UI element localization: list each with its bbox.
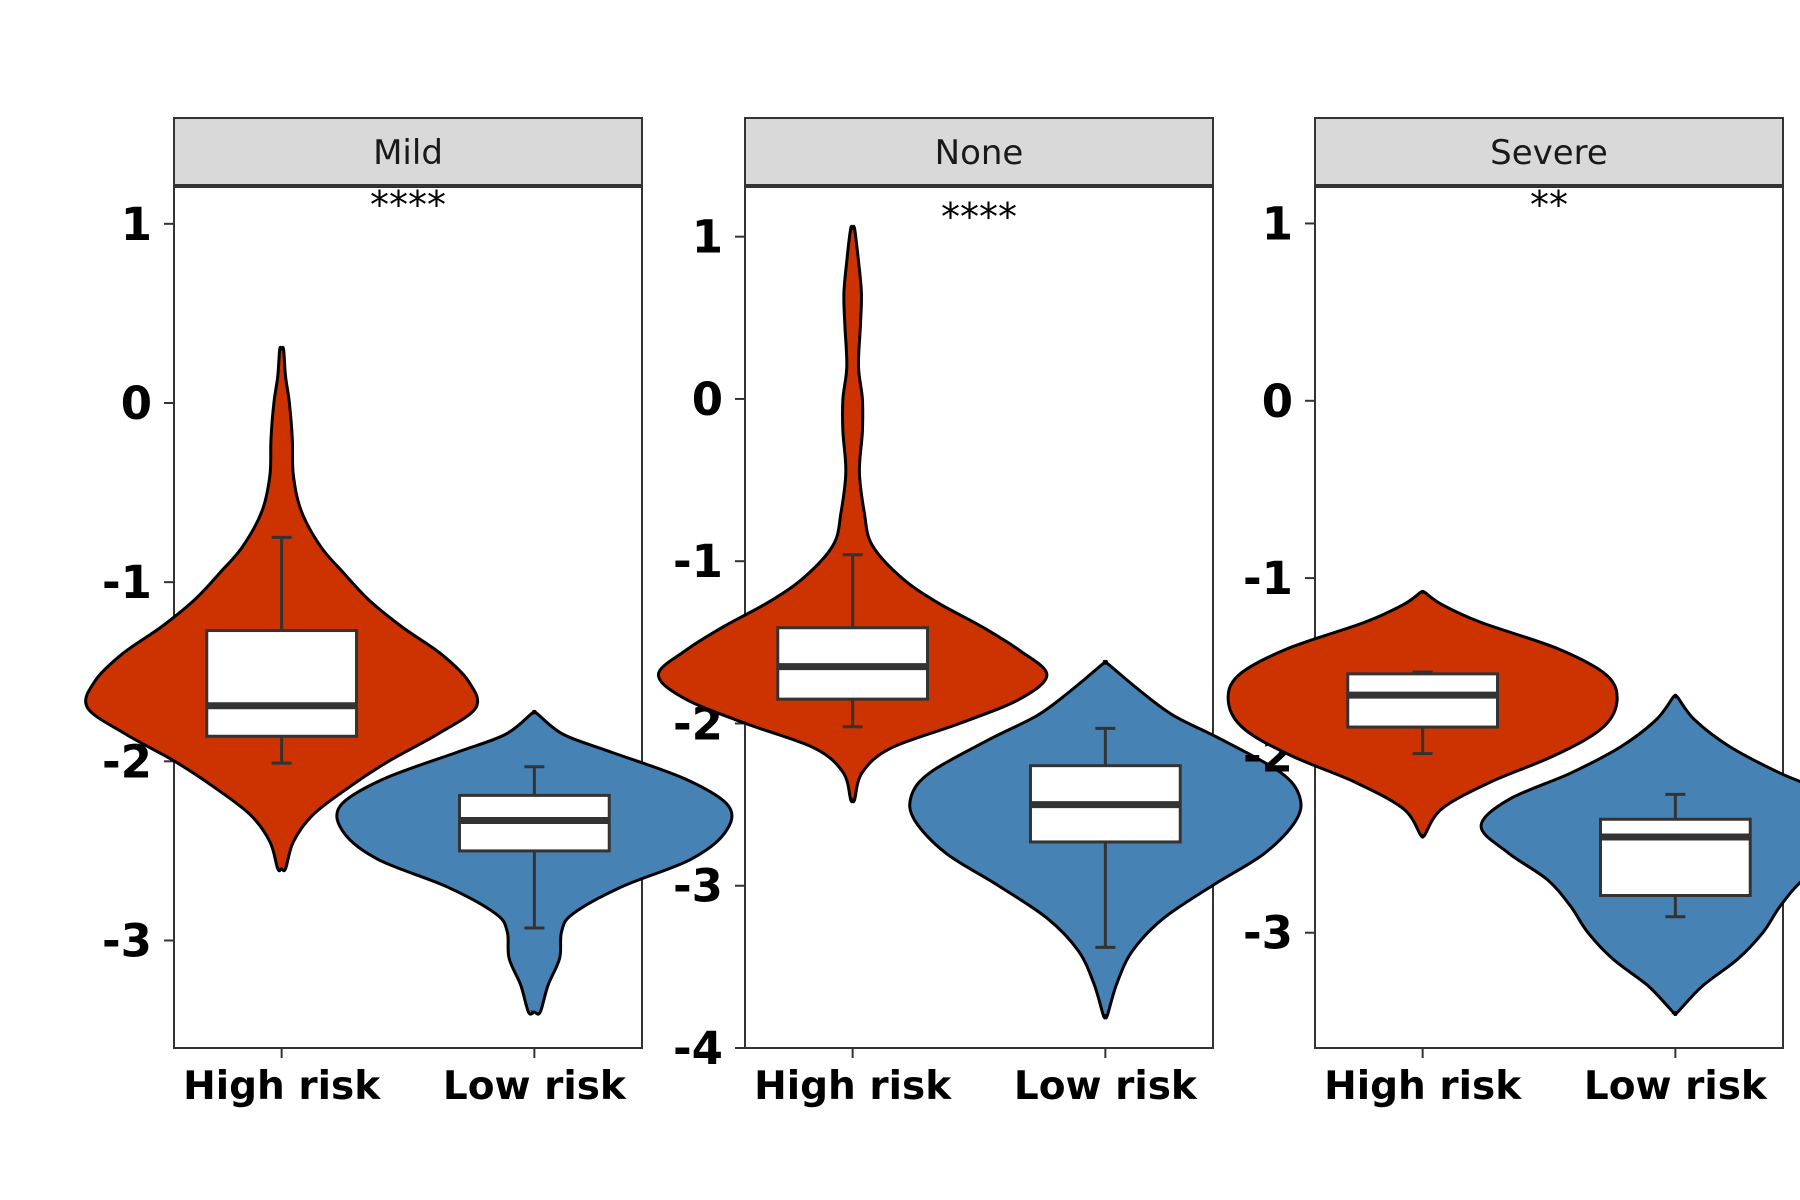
significance-label: **** (370, 183, 446, 227)
violin-high-risk (656, 224, 1049, 804)
facet-strip (173, 117, 643, 186)
x-tick-label: Low risk (443, 1064, 627, 1109)
y-tick-label: -1 (673, 535, 723, 588)
x-tick-label: Low risk (1014, 1064, 1198, 1109)
y-tick-label: 0 (1262, 375, 1293, 428)
facet-label: Severe (1490, 133, 1608, 173)
facet-strip (744, 117, 1214, 186)
box-iqr (205, 629, 359, 738)
y-tick-label: -4 (673, 1022, 723, 1075)
facet-label: None (935, 133, 1024, 173)
facet-label: Mild (373, 133, 443, 173)
y-tick-label: 1 (121, 198, 152, 251)
significance-label: ** (1530, 183, 1568, 227)
panel-border (1314, 186, 1784, 1049)
box-iqr (1598, 817, 1752, 898)
x-tick-label: High risk (1324, 1064, 1522, 1109)
y-tick-label: -1 (1243, 552, 1293, 605)
box-iqr (1346, 672, 1500, 729)
y-tick-label: -1 (102, 556, 152, 609)
significance-label: **** (941, 195, 1017, 239)
x-tick-label: Low risk (1584, 1064, 1768, 1109)
y-tick-label: -3 (673, 860, 723, 913)
y-tick-label: 1 (1262, 197, 1293, 250)
y-tick-label: 0 (692, 373, 723, 426)
y-tick-label: 0 (121, 377, 152, 430)
x-tick-label: High risk (183, 1064, 381, 1109)
y-tick-label: 1 (692, 211, 723, 264)
x-tick-label: High risk (754, 1064, 952, 1109)
y-tick-label: -3 (102, 915, 152, 968)
y-tick-label: -3 (1243, 907, 1293, 960)
facet-strip (1314, 117, 1784, 186)
